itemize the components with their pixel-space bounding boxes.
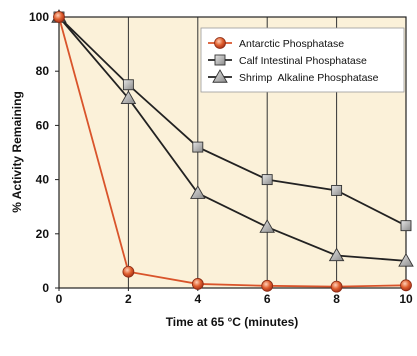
data-point-s0-2 <box>191 278 204 290</box>
axes <box>58 16 407 289</box>
data-point-s2-5 <box>398 252 414 267</box>
data-point-s0-0 <box>53 11 65 23</box>
data-point-s0-1 <box>122 265 135 278</box>
series-line-1 <box>58 16 407 227</box>
x-tick-label-5: 10 <box>399 292 413 306</box>
y-tick-label-2: 40 <box>36 173 50 187</box>
legend-label-2: Shrimp Alkaline Phosphatase <box>239 72 379 84</box>
series-layer <box>51 9 414 293</box>
legend-marker-1 <box>214 54 226 66</box>
legend-marker-0 <box>214 37 226 49</box>
data-point-s0-5 <box>400 279 412 292</box>
data-point-s2-4 <box>328 247 345 262</box>
x-axis-label: Time at 65 °C (minutes) <box>166 315 299 329</box>
data-point-s0-3 <box>261 279 274 292</box>
legend-marker-2 <box>212 69 228 83</box>
series-0 <box>53 11 412 293</box>
series-line-0 <box>58 16 407 288</box>
x-tick-label-4: 8 <box>333 292 340 306</box>
legend: Antarctic Phosphatase Calf Intestinal Pho… <box>200 27 405 93</box>
data-point-s1-3 <box>261 174 273 186</box>
x-tick-label-0: 0 <box>56 292 63 306</box>
data-point-s1-2 <box>192 141 204 153</box>
data-point-s1-4 <box>331 184 343 196</box>
series-line-2 <box>58 16 407 262</box>
y-tick-label-5: 100 <box>29 10 49 24</box>
y-axis-label: % Activity Remaining <box>10 91 24 213</box>
legend-label-0: Antarctic Phosphatase <box>239 38 344 50</box>
y-tick-label-0: 0 <box>42 281 49 295</box>
y-tick-label-1: 20 <box>36 227 50 241</box>
data-point-s2-3 <box>259 219 275 233</box>
y-tick-label-3: 60 <box>36 118 50 132</box>
x-tick-label-1: 2 <box>125 292 132 306</box>
plot-frame <box>58 16 407 289</box>
data-point-s1-5 <box>400 220 412 232</box>
legend-label-1: Calf Intestinal Phosphatase <box>239 55 367 67</box>
data-point-s2-2 <box>190 185 206 199</box>
x-tick-label-2: 4 <box>194 292 201 306</box>
legend-box <box>200 27 405 93</box>
data-point-s0-4 <box>330 280 343 293</box>
x-tick-label-3: 6 <box>264 292 271 306</box>
y-tick-label-4: 80 <box>36 64 50 78</box>
data-point-s2-1 <box>120 90 137 105</box>
data-point-s1-1 <box>122 79 134 91</box>
